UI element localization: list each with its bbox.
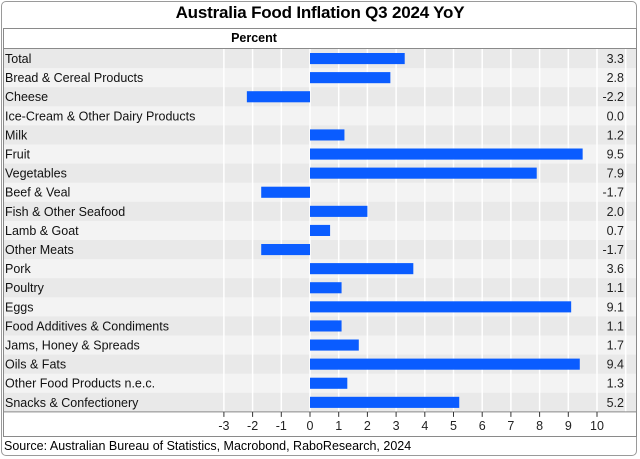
bars	[246, 53, 583, 408]
bar-snacks-confectionery	[310, 396, 460, 408]
category-label: Milk	[5, 128, 28, 142]
bar-poultry	[310, 282, 342, 294]
x-tick-label: 10	[590, 419, 604, 433]
bar-cheese	[246, 91, 310, 103]
source-note: Source: Australian Bureau of Statistics,…	[4, 439, 412, 453]
category-label: Bread & Cereal Products	[5, 71, 143, 85]
bar-fruit	[310, 148, 583, 160]
value-label: 1.1	[607, 319, 624, 333]
bar-food-additives-condiments	[310, 320, 342, 332]
value-label: 1.3	[607, 377, 624, 391]
bar-total	[310, 53, 405, 65]
value-label: 0.0	[607, 109, 624, 123]
value-label: 9.5	[607, 148, 624, 162]
bar-beef-veal	[261, 186, 310, 198]
row-background	[4, 240, 636, 260]
value-label: 3.3	[607, 52, 624, 66]
x-tick-label: 9	[565, 419, 572, 433]
category-label: Other Food Products n.e.c.	[5, 377, 155, 391]
chart-title: Australia Food Inflation Q3 2024 YoY	[175, 3, 465, 22]
value-label: 1.2	[607, 128, 624, 142]
value-label: 7.9	[607, 167, 624, 181]
value-label: 1.7	[607, 339, 624, 353]
value-label: 5.2	[607, 396, 624, 410]
x-tick-label: -3	[218, 419, 229, 433]
row-background	[4, 106, 636, 126]
value-label: 3.6	[607, 262, 624, 276]
x-tick-label: 4	[421, 419, 428, 433]
value-label: 9.4	[607, 358, 624, 372]
value-label: 9.1	[607, 300, 624, 314]
category-label: Lamb & Goat	[5, 224, 79, 238]
bar-other-meats	[261, 244, 310, 256]
category-label: Oils & Fats	[5, 358, 66, 372]
category-label: Other Meats	[5, 243, 74, 257]
bar-pork	[310, 263, 414, 275]
x-tick-label: 1	[335, 419, 342, 433]
value-label: 2.0	[607, 205, 624, 219]
category-label: Vegetables	[5, 167, 67, 181]
bar-fish-other-seafood	[310, 205, 368, 217]
bar-lamb-goat	[310, 224, 331, 236]
category-label: Fish & Other Seafood	[5, 205, 125, 219]
bar-jams-honey-spreads	[310, 339, 359, 351]
category-label: Snacks & Confectionery	[5, 396, 139, 410]
x-tick-label: 7	[507, 419, 514, 433]
bar-bread-cereal-products	[310, 72, 391, 84]
x-tick-label: 0	[307, 419, 314, 433]
category-label: Poultry	[5, 281, 45, 295]
value-label: 2.8	[607, 71, 624, 85]
category-label: Total	[5, 52, 31, 66]
row-background	[4, 182, 636, 203]
x-tick-label: -2	[247, 419, 258, 433]
value-label: -1.7	[602, 186, 624, 200]
x-tick-label: 3	[393, 419, 400, 433]
value-label: -2.2	[602, 90, 624, 104]
x-axis: -3 -2 -1 0 1 2 3 4 5 6 7 8 9 10	[4, 411, 636, 433]
bar-vegetables	[310, 167, 537, 179]
row-background	[4, 87, 636, 107]
category-labels: Total Bread & Cereal Products Cheese Ice-Cr…	[5, 52, 195, 410]
x-tick-label: 6	[479, 419, 486, 433]
category-label: Beef & Veal	[5, 186, 70, 200]
category-label: Cheese	[5, 90, 48, 104]
value-label: 1.1	[607, 281, 624, 295]
x-tick-label: 5	[450, 419, 457, 433]
category-label: Food Additives & Condiments	[5, 319, 169, 333]
category-label: Pork	[5, 262, 31, 276]
category-label: Ice-Cream & Other Dairy Products	[5, 109, 195, 123]
bar-milk	[310, 129, 345, 141]
category-label: Jams, Honey & Spreads	[5, 339, 140, 353]
header-separator	[4, 48, 636, 49]
bar-other-food-products-n-e-c-	[310, 377, 348, 389]
x-tick-label: 2	[364, 419, 371, 433]
bar-eggs	[310, 301, 572, 313]
value-label: 0.7	[607, 224, 624, 238]
category-label: Fruit	[5, 148, 31, 162]
value-labels: 3.3 2.8 -2.2 0.0 1.2 9.5 7.9 -1.7 2.0 0.7 -1.7 3.6 1…	[602, 52, 624, 410]
x-tick-label: 8	[536, 419, 543, 433]
bar-oils-fats	[310, 358, 580, 370]
x-tick-label: -1	[276, 419, 287, 433]
category-label: Eggs	[5, 300, 34, 314]
value-label: -1.7	[602, 243, 624, 257]
unit-label: Percent	[231, 31, 277, 45]
